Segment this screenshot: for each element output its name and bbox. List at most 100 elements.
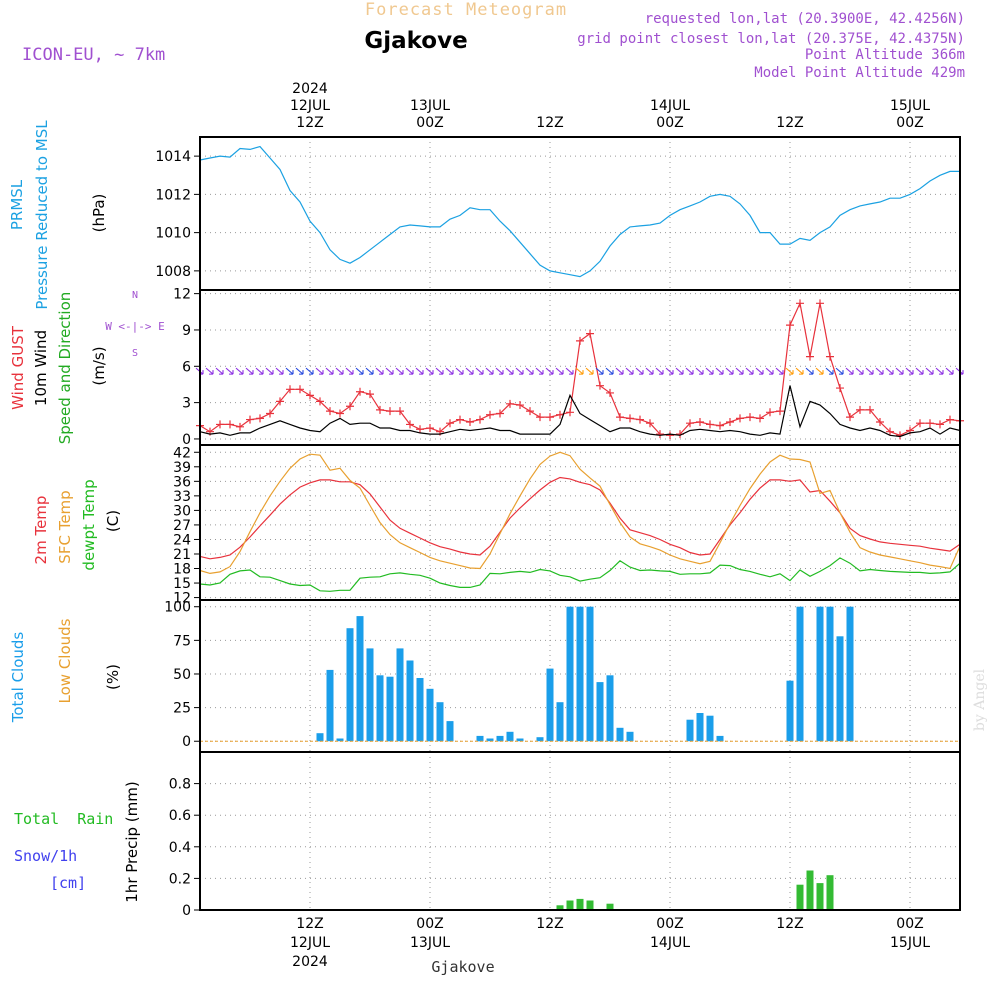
gust-marker: [746, 413, 754, 422]
pressure-label-1: PRMSL: [8, 179, 26, 230]
gust-label: Wind GUST: [9, 325, 27, 410]
clouds-panel: 0 25 50 75 100: [164, 599, 961, 753]
precip-bar: [606, 903, 614, 910]
temperature-ytick-label: 21: [173, 547, 191, 563]
temperature-ytick-label: 42: [173, 445, 191, 461]
gust-marker: [666, 431, 674, 440]
precip-bar: [576, 898, 584, 910]
gust-marker: [346, 402, 354, 411]
gust-marker: [726, 417, 734, 426]
precip-ylabel: 1hr Precip (mm): [123, 781, 141, 902]
clouds-bar: [836, 636, 844, 742]
pressure-ytick-label: 1012: [155, 187, 191, 203]
bottom-time-label: 15JUL: [890, 935, 930, 951]
clouds-ytick-label: 100: [164, 600, 191, 616]
pressure-label-2: Pressure Reduced to MSL: [33, 120, 51, 310]
gust-marker: [306, 391, 314, 400]
precip-bar: [796, 884, 804, 910]
wind-arrow: [755, 367, 764, 375]
gust-marker: [276, 397, 284, 406]
wind-arrow: [545, 367, 554, 375]
top-time-label: 13JUL: [410, 98, 450, 114]
gust-marker: [866, 405, 874, 414]
temperature-labels: 2m Temp SFC Temp dewpt Temp (C): [32, 479, 122, 570]
gust-marker: [466, 417, 474, 426]
precip-bar: [566, 900, 574, 910]
model-label: ICON-EU, ~ 7km: [22, 45, 165, 65]
gust-marker: [246, 415, 254, 424]
gust-marker: [516, 401, 524, 410]
clouds-bar: [686, 719, 694, 742]
clouds-bar: [446, 721, 454, 742]
gust-marker: [286, 385, 294, 394]
wind-arrow: [485, 367, 494, 375]
clouds-bar: [356, 616, 364, 742]
clouds-bar: [616, 727, 624, 742]
wind-arrow: [735, 367, 744, 375]
gust-marker: [796, 299, 804, 308]
clouds-bar: [566, 606, 574, 742]
gust-marker: [886, 427, 894, 436]
precip-frame: [199, 751, 961, 911]
wind-arrow: [935, 367, 944, 375]
clouds-bar: [336, 738, 344, 742]
gust-marker: [526, 407, 534, 416]
wind-arrow: [915, 367, 924, 375]
pressure-labels: PRMSL Pressure Reduced to MSL (hPa): [8, 120, 108, 310]
temperature-ytick-label: 15: [173, 576, 191, 592]
pressure-frame: [199, 136, 961, 291]
gust-marker: [256, 414, 264, 423]
snow-unit: [cm]: [50, 874, 86, 892]
wind-arrow: [835, 367, 844, 375]
wind-ytick-label: 9: [182, 323, 191, 339]
gust-marker: [336, 409, 344, 418]
bottom-time-label: 00Z: [656, 916, 683, 932]
temp-label: 2m Temp: [32, 496, 50, 565]
grid-coords: grid point closest lon,lat (20.375E, 42.…: [577, 31, 965, 47]
gust-marker: [646, 419, 654, 428]
wind-arrow: [925, 367, 934, 375]
precip-bar: [816, 883, 824, 910]
gust-marker: [556, 410, 564, 419]
clouds-bar: [386, 676, 394, 742]
wind-arrow: [675, 367, 684, 375]
wind-arrow: [465, 367, 474, 375]
cloud-labels: Total Clouds Low Clouds (%): [9, 618, 122, 723]
wind-arrow: [705, 367, 714, 375]
precip-bar: [586, 900, 594, 910]
sfc-temp-line: [199, 451, 961, 575]
precip-bar: [556, 905, 564, 910]
precip-ytick-label: 0.4: [169, 840, 191, 856]
clouds-bar: [396, 648, 404, 742]
gust-marker: [706, 420, 714, 429]
gust-marker: [366, 390, 374, 399]
clouds-bar: [576, 606, 584, 742]
wind-arrow: [395, 367, 404, 375]
10m-wind-line: [199, 385, 961, 438]
wind-arrow: [855, 367, 864, 375]
wind-arrow: [335, 367, 344, 375]
requested-coords: requested lon,lat (20.3900E, 42.4256N): [645, 11, 965, 27]
clouds-bar: [786, 680, 794, 742]
gust-marker: [536, 413, 544, 422]
gust-marker: [926, 419, 934, 428]
clouds-bar: [426, 688, 434, 742]
gust-marker: [486, 410, 494, 419]
temp-unit: (C): [104, 510, 122, 532]
wind-ytick-label: 6: [182, 359, 191, 375]
tcloud-label: Total Clouds: [9, 632, 27, 724]
panels: 1008101010121014036912121518212427303336…: [155, 136, 964, 919]
gust-marker: [916, 419, 924, 428]
gust-marker: [616, 413, 624, 422]
product-title: Forecast Meteogram: [365, 0, 567, 20]
wind-arrow: [625, 367, 634, 375]
wind-frame: [199, 289, 961, 446]
gust-marker: [446, 419, 454, 428]
pressure-ytick-label: 1008: [155, 264, 191, 280]
wind-arrow: [765, 367, 774, 375]
bottom-time-label: 12Z: [536, 916, 563, 932]
wind-arrow: [715, 367, 724, 375]
